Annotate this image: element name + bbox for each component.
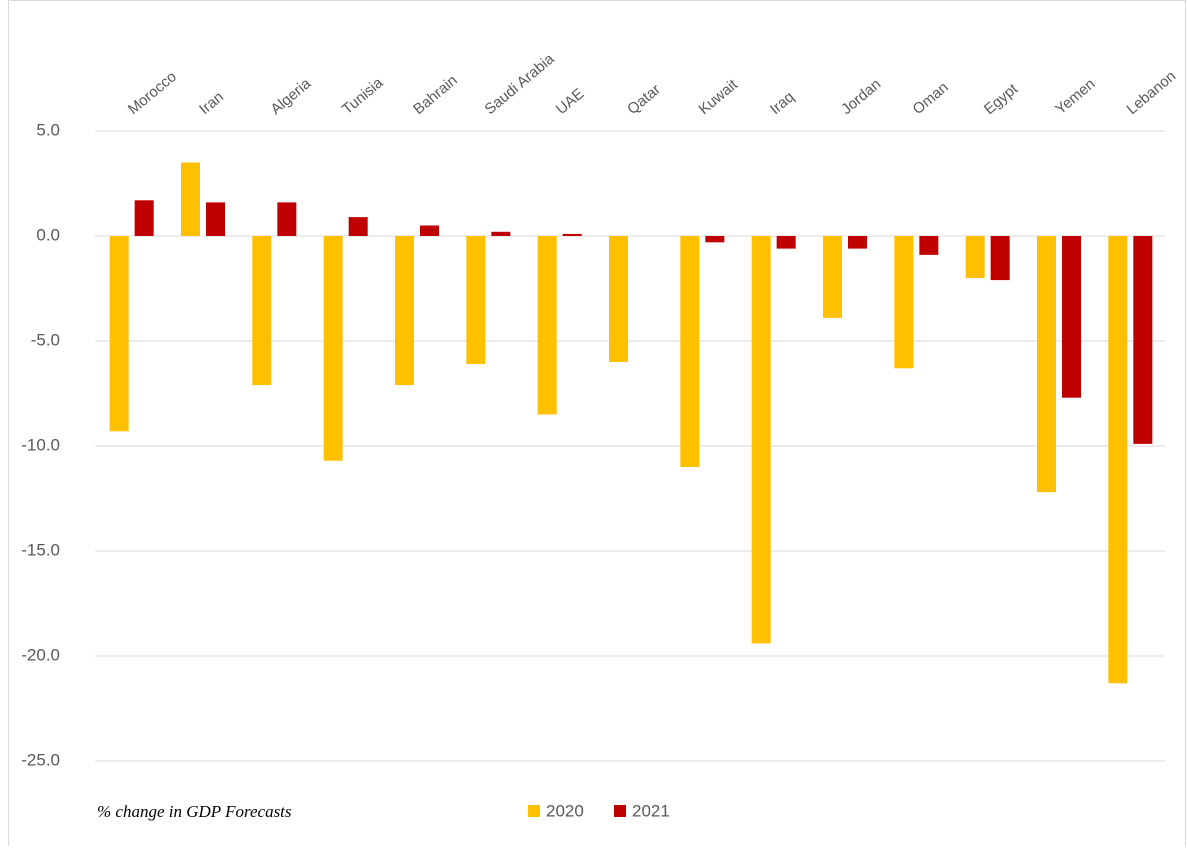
x-tick-label: Bahrain [410, 72, 461, 118]
bar [1108, 236, 1128, 684]
bar [348, 217, 368, 236]
x-tick-label: Jordan [838, 76, 884, 119]
x-tick-label: Yemen [1052, 75, 1098, 118]
bar [609, 236, 628, 362]
bar [181, 162, 200, 236]
y-tick-label: 0.0 [36, 225, 60, 244]
x-tick-label: Oman [910, 79, 952, 118]
y-tick-label: 5.0 [36, 120, 60, 139]
x-tick-label: Saudi Arabia [482, 50, 559, 118]
bar [680, 236, 700, 467]
bar [1133, 236, 1153, 444]
x-tick-label: Iran [196, 88, 227, 118]
y-tick-label: -25.0 [21, 750, 60, 769]
bar [848, 236, 867, 249]
chart-frame [8, 0, 1186, 851]
bar [562, 233, 582, 236]
bar [134, 200, 154, 236]
bar [751, 236, 771, 644]
bar [823, 236, 842, 318]
bar [252, 236, 272, 386]
legend-swatch [614, 805, 626, 817]
bar [206, 202, 225, 236]
x-tick-label: Egypt [981, 80, 1022, 118]
bar [420, 225, 439, 236]
x-tick-label: UAE [553, 85, 588, 118]
bar [395, 236, 414, 386]
x-tick-label: Algeria [268, 75, 315, 118]
x-tick-label: Qatar [624, 81, 664, 118]
y-tick-label: -10.0 [21, 435, 60, 454]
chart-note: % change in GDP Forecasts [97, 802, 292, 821]
bar [491, 231, 511, 236]
bar [965, 236, 985, 278]
y-tick-label: -5.0 [31, 330, 60, 349]
y-tick-label: -15.0 [21, 540, 60, 559]
bar [109, 236, 129, 432]
legend-label: 2021 [632, 801, 670, 820]
bar [1037, 236, 1056, 493]
bar [894, 236, 914, 369]
bar [1062, 236, 1081, 398]
x-tick-label: Kuwait [696, 76, 742, 118]
x-tick-label: Morocco [125, 68, 180, 118]
bar [323, 236, 343, 461]
y-tick-label: -20.0 [21, 645, 60, 664]
bar [990, 236, 1010, 281]
bar [919, 236, 939, 255]
x-tick-label: Tunisia [339, 74, 387, 118]
legend-swatch [528, 805, 540, 817]
bar [705, 236, 725, 243]
x-tick-label: Iraq [767, 88, 798, 118]
bar [776, 236, 796, 249]
bar [277, 202, 297, 236]
bar [537, 236, 557, 415]
bar [466, 236, 486, 365]
legend-label: 2020 [546, 801, 584, 820]
x-tick-label: Lebanon [1124, 68, 1180, 119]
